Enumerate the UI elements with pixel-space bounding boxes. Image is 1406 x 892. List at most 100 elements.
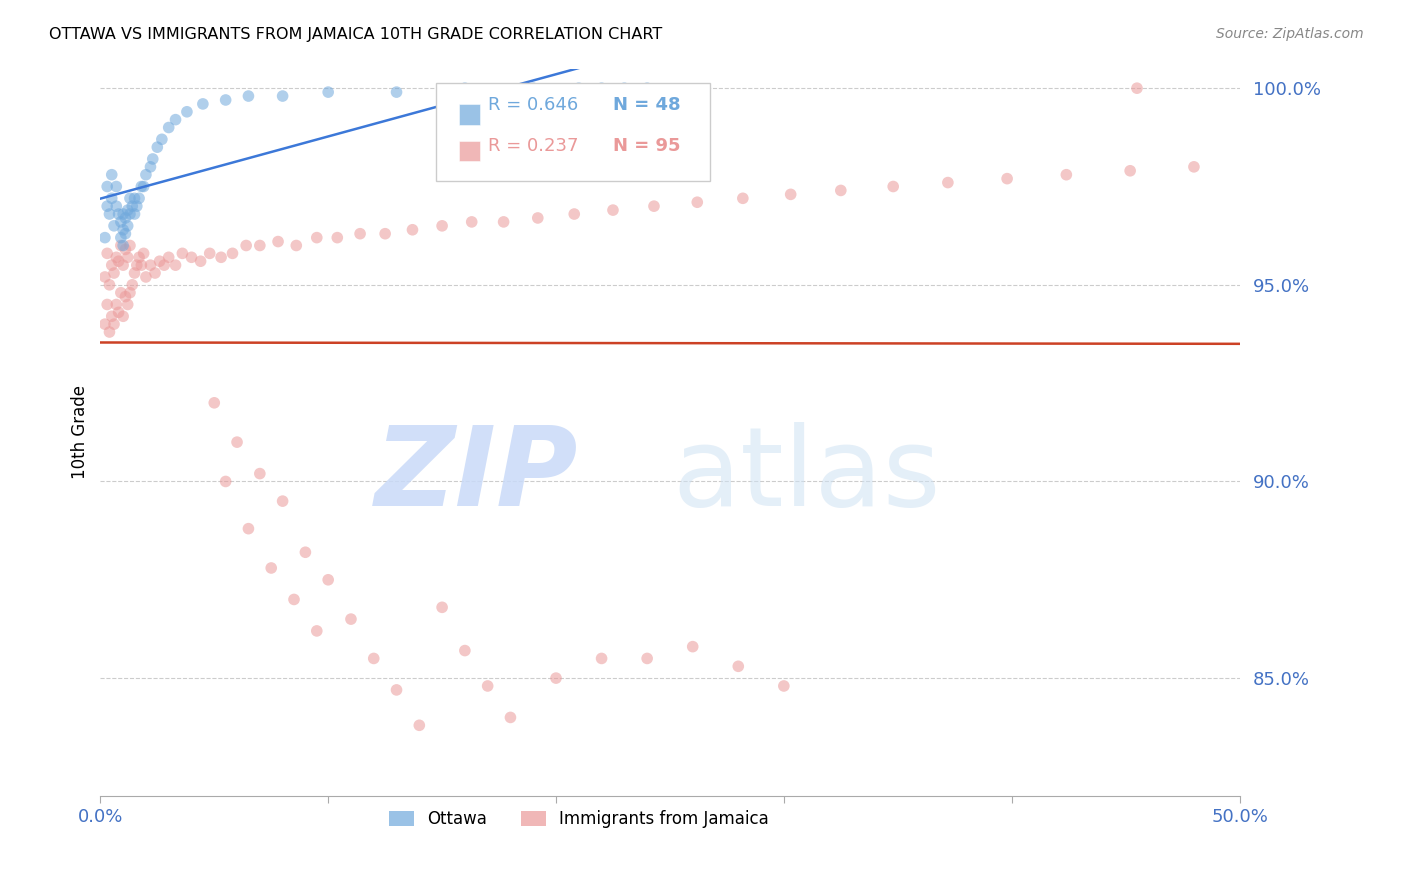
Point (165, 258, 187, 272)
Point (686, 195, 709, 210)
Point (374, 227, 396, 241)
Point (568, 81, 591, 95)
Point (305, 624, 328, 638)
Point (117, 297, 139, 311)
Point (125, 199, 148, 213)
Point (682, 640, 704, 654)
Point (131, 258, 153, 272)
Point (135, 269, 157, 284)
Point (191, 96, 214, 111)
Text: R = 0.646: R = 0.646 (488, 96, 578, 114)
Point (363, 651, 385, 665)
Point (117, 219, 139, 233)
Point (110, 285, 132, 300)
Point (779, 187, 801, 202)
Point (139, 258, 162, 272)
Point (727, 659, 749, 673)
Point (107, 207, 129, 221)
Point (94, 230, 117, 244)
Point (96, 297, 118, 311)
Point (100, 310, 122, 324)
Point (165, 112, 187, 127)
Point (190, 254, 212, 268)
Point (124, 207, 146, 221)
Point (103, 317, 125, 331)
Text: N = 95: N = 95 (613, 137, 681, 155)
Point (121, 199, 143, 213)
Point (214, 93, 236, 107)
Point (294, 545, 316, 559)
Point (636, 81, 658, 95)
Point (430, 219, 453, 233)
Point (326, 230, 349, 244)
Point (157, 250, 180, 264)
Point (114, 290, 136, 304)
Y-axis label: 10th Grade: 10th Grade (72, 385, 89, 479)
Point (128, 191, 150, 205)
Point (118, 191, 141, 205)
Point (316, 573, 339, 587)
Point (112, 310, 135, 324)
Point (385, 682, 408, 697)
Point (98, 277, 121, 292)
Point (110, 238, 132, 252)
Point (94, 317, 117, 331)
Point (238, 89, 260, 103)
Point (1054, 168, 1077, 182)
Point (209, 250, 232, 264)
Text: ZIP: ZIP (375, 423, 579, 530)
Point (150, 132, 173, 146)
Point (114, 211, 136, 225)
Point (131, 179, 153, 194)
Point (214, 475, 236, 489)
Point (139, 160, 162, 174)
Point (544, 671, 567, 685)
Point (107, 305, 129, 319)
Point (105, 250, 128, 264)
Point (124, 266, 146, 280)
Point (1126, 81, 1149, 95)
Point (180, 250, 202, 264)
Point (118, 238, 141, 252)
Point (94, 269, 117, 284)
Text: R = 0.237: R = 0.237 (488, 137, 578, 155)
Point (100, 168, 122, 182)
Point (114, 243, 136, 257)
Point (107, 254, 129, 268)
Text: Source: ZipAtlas.com: Source: ZipAtlas.com (1216, 27, 1364, 41)
Point (98, 207, 121, 221)
Point (176, 104, 198, 119)
Point (305, 230, 328, 244)
Point (249, 467, 271, 481)
Point (830, 183, 852, 197)
Point (105, 199, 128, 213)
Point (112, 223, 135, 237)
Point (143, 266, 166, 280)
Point (112, 258, 135, 272)
Text: N = 48: N = 48 (613, 96, 681, 114)
Point (132, 179, 155, 194)
Point (591, 81, 613, 95)
Point (492, 215, 515, 229)
Point (100, 191, 122, 205)
Point (226, 435, 249, 450)
Point (316, 85, 339, 99)
Point (235, 238, 257, 252)
Point (260, 561, 283, 575)
Point (461, 215, 484, 229)
Bar (460, 104, 479, 125)
Point (118, 285, 141, 300)
Point (96, 246, 118, 260)
Point (772, 679, 794, 693)
Point (499, 710, 522, 724)
Point (995, 171, 1018, 186)
Point (149, 254, 172, 268)
Point (731, 191, 754, 205)
Point (401, 223, 423, 237)
Point (172, 246, 194, 260)
Point (118, 207, 141, 221)
Point (562, 207, 585, 221)
Point (132, 246, 155, 260)
Point (96, 199, 118, 213)
Point (613, 81, 636, 95)
